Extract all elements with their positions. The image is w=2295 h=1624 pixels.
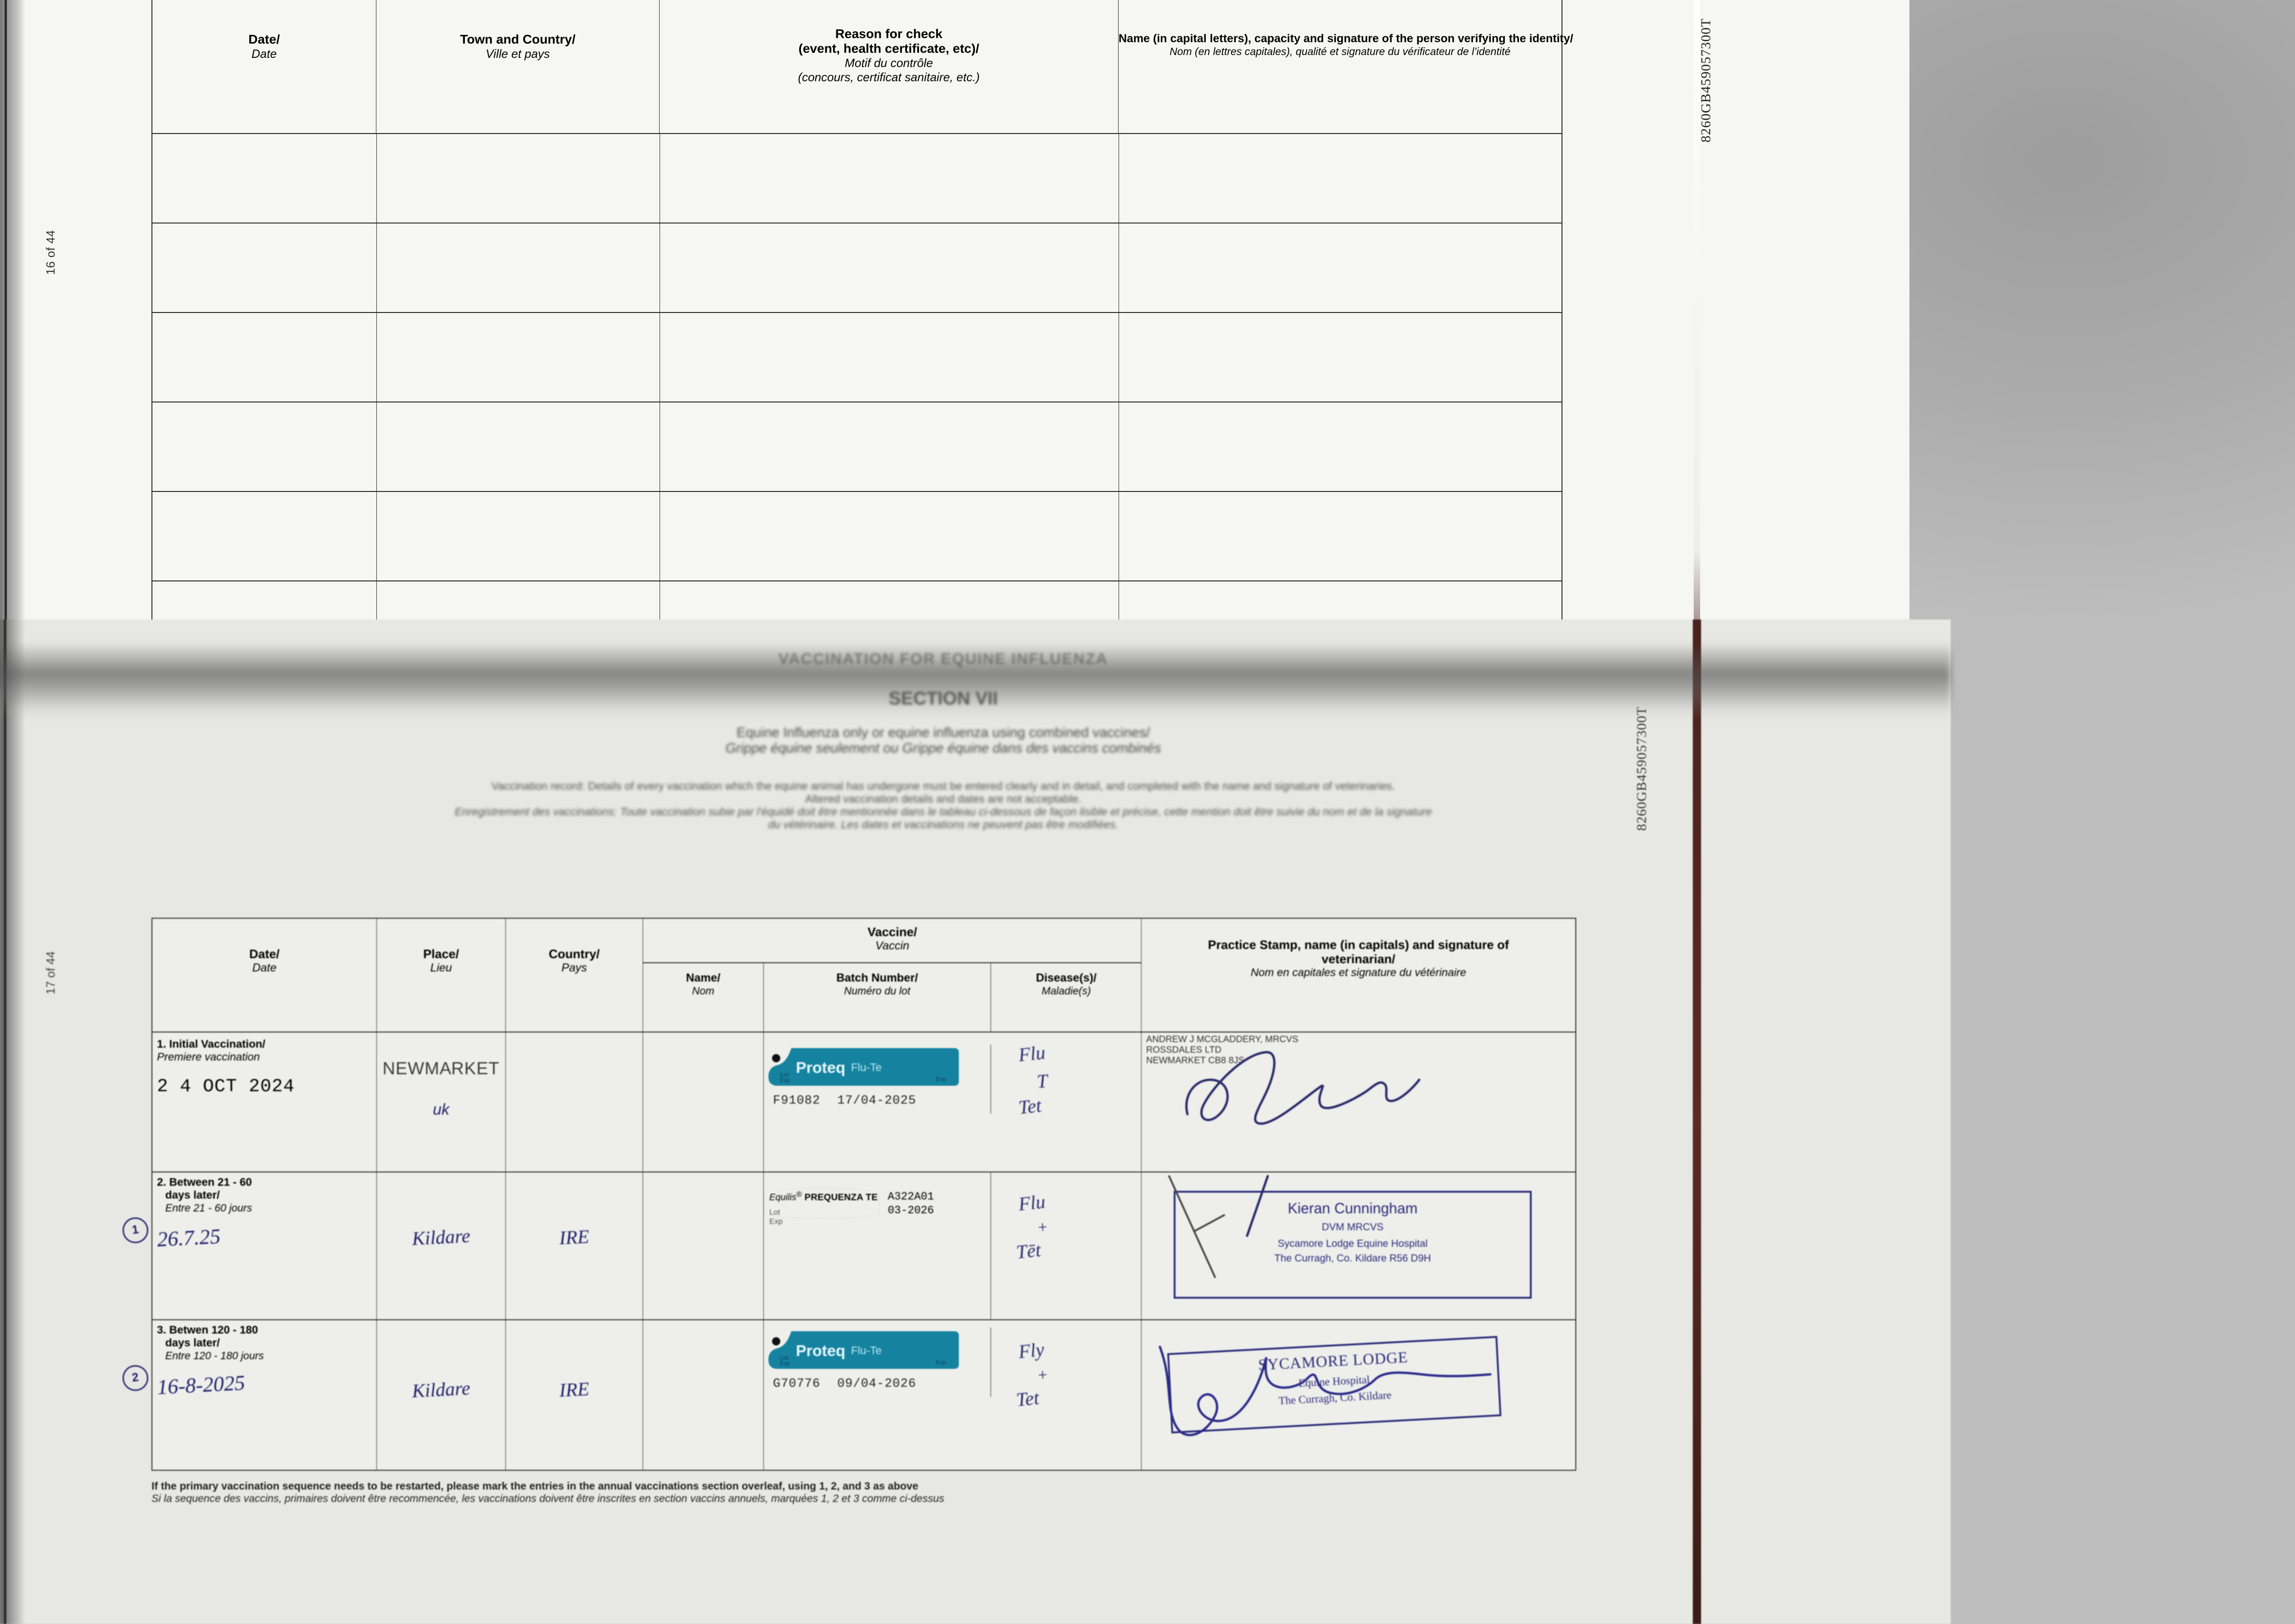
svg-text:Flu-Te: Flu-Te: [851, 1061, 882, 1074]
svg-text:Exp: Exp: [780, 1360, 790, 1367]
svg-text:Exp: Exp: [936, 1076, 946, 1083]
svg-text:Exp: Exp: [780, 1077, 790, 1083]
svg-text:Proteq: Proteq: [796, 1059, 845, 1077]
svg-text:Proteq: Proteq: [796, 1342, 845, 1360]
svg-text:Exp: Exp: [936, 1359, 946, 1366]
svg-text:Flu-Te: Flu-Te: [851, 1345, 882, 1357]
